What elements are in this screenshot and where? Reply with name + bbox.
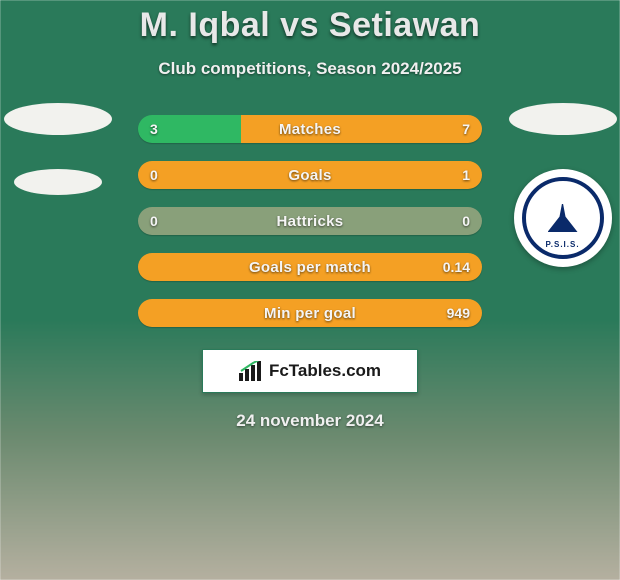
player-left-oval-1 [4, 103, 112, 135]
stat-label: Goals per match [138, 253, 482, 281]
stat-bar: Goals0 1 [138, 161, 482, 189]
stat-label: Goals [138, 161, 482, 189]
club-badge: P.S.I.S. [514, 169, 612, 267]
stat-value-right: 1 [462, 161, 470, 189]
brand-box[interactable]: FcTables.com [202, 349, 418, 393]
stat-value-left: 3 [150, 115, 158, 143]
stat-label: Hattricks [138, 207, 482, 235]
player-left-oval-2 [14, 169, 102, 195]
stat-bar: Matches3 7 [138, 115, 482, 143]
stat-bars: Matches37Goals01Hattricks00Goals per mat… [138, 115, 482, 327]
stat-value-right: 949 [447, 299, 470, 327]
comparison-card: M. Iqbal vs Setiawan Club competitions, … [0, 0, 620, 431]
date-label: 24 november 2024 [0, 411, 620, 431]
bars-section: P.S.I.S. Matches37Goals01Hattricks00Goal… [0, 115, 620, 327]
stat-value-right: 7 [462, 115, 470, 143]
stat-value-right: 0 [462, 207, 470, 235]
stat-label: Matches [138, 115, 482, 143]
stat-value-right: 0.14 [443, 253, 470, 281]
brand-text: FcTables.com [269, 361, 381, 381]
club-badge-inner: P.S.I.S. [522, 177, 604, 259]
page-title: M. Iqbal vs Setiawan [0, 6, 620, 45]
player-right-oval [509, 103, 617, 135]
right-player-column: P.S.I.S. [505, 103, 620, 267]
subtitle: Club competitions, Season 2024/2025 [0, 59, 620, 79]
left-player-column [0, 103, 115, 195]
brand-bars-icon [239, 361, 263, 381]
stat-bar: Hattricks0 0 [138, 207, 482, 235]
badge-monument-icon [548, 204, 578, 232]
stat-value-left: 0 [150, 161, 158, 189]
stat-bar: Min per goal949 [138, 299, 482, 327]
stat-label: Min per goal [138, 299, 482, 327]
badge-text: P.S.I.S. [545, 240, 579, 249]
stat-bar: Goals per match0.14 [138, 253, 482, 281]
stat-value-left: 0 [150, 207, 158, 235]
